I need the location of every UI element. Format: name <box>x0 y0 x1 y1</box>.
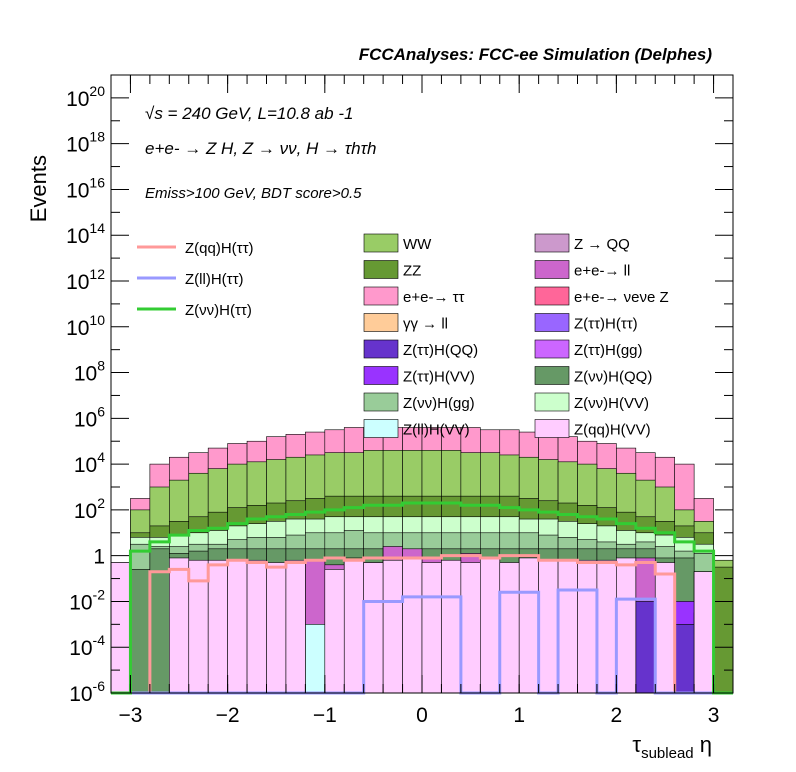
bar <box>616 557 637 694</box>
bar <box>635 601 656 694</box>
x-tick-label: −1 <box>313 704 337 727</box>
legend-label: WW <box>403 236 432 253</box>
bar <box>324 569 345 694</box>
annotation-cuts: Emiss>100 GeV, BDT score>0.5 <box>145 185 362 202</box>
legend-swatch <box>363 366 399 385</box>
bar <box>305 624 326 694</box>
legend-swatch <box>534 339 570 359</box>
legend-label: ZZ <box>403 263 421 280</box>
bar <box>480 557 501 694</box>
y-tick-label: 1020 <box>66 83 105 111</box>
bar <box>421 562 442 694</box>
y-tick-label: 10-2 <box>69 586 105 614</box>
y-tick-label: 1 <box>93 546 105 569</box>
y-tick-label: 102 <box>74 495 105 523</box>
x-tick-label: 3 <box>708 704 720 727</box>
bar <box>538 559 559 694</box>
x-tick-label: −2 <box>216 704 240 727</box>
legend-swatch <box>534 233 570 253</box>
bar <box>713 566 734 694</box>
legend-line-label: Z(ll)H(ττ) <box>185 271 244 288</box>
x-axis-label: τsublead η <box>632 732 712 762</box>
bar <box>693 571 714 694</box>
legend-label: Z(νν)H(QQ) <box>574 369 652 386</box>
annotation-process: e+e- → Z H, Z → νν, H → τhτh <box>145 139 376 158</box>
bar <box>227 559 248 694</box>
legend-label: Z(ττ)H(ττ) <box>574 316 638 333</box>
x-tick-label: 0 <box>416 704 428 727</box>
bar <box>402 557 423 694</box>
legend-label: e+e-→ νeνe Z <box>574 289 669 306</box>
legend-label: e+e-→ ττ <box>403 289 465 306</box>
legend-swatch <box>363 260 399 279</box>
bar <box>674 624 695 694</box>
legend-swatch <box>534 392 570 412</box>
legend-line-label: Z(qq)H(ττ) <box>185 240 254 257</box>
y-tick-label: 10-4 <box>69 632 105 660</box>
bar <box>246 559 267 694</box>
legend-swatch <box>534 313 570 332</box>
legend-swatch <box>534 260 570 279</box>
bar <box>499 562 520 694</box>
legend-swatch <box>363 313 399 332</box>
bar <box>363 562 384 694</box>
legend-swatch <box>363 419 399 438</box>
line-Z(νν)H(ττ) <box>111 501 733 695</box>
legend-swatch <box>534 419 570 438</box>
legend-line-label: Z(νν)H(ττ) <box>185 302 252 319</box>
legend-label: Z(qq)H(VV) <box>574 422 651 439</box>
y-tick-label: 1010 <box>66 312 105 340</box>
annotation-energy: √s = 240 GeV, L=10.8 ab -1 <box>145 104 353 123</box>
bar <box>266 562 287 694</box>
legend-label: Z(ll)H(VV) <box>403 422 470 439</box>
series-Z(qq)H(VV) <box>110 557 714 694</box>
legend-label: γγ → ll <box>403 316 448 333</box>
legend-label: Z(ττ)H(QQ) <box>403 342 478 359</box>
legend-swatch <box>534 286 570 306</box>
bar <box>557 559 578 694</box>
y-axis-label: Events <box>26 155 51 222</box>
y-tick-label: 106 <box>74 403 105 431</box>
bar <box>654 562 675 694</box>
stacked-bars <box>110 427 734 694</box>
axis-ticks: −3 −2 −1 0 1 2 3 10-6 10-4 10-2 1 102 104 106 108 1010 1… <box>66 74 734 727</box>
legend-label: Z(νν)H(VV) <box>574 395 649 412</box>
bar <box>130 569 151 694</box>
y-tick-label: 1016 <box>66 174 105 202</box>
bar <box>577 559 598 694</box>
bar <box>285 559 306 694</box>
legend-swatch <box>363 233 399 253</box>
legend-label: Z(ττ)H(gg) <box>574 342 643 359</box>
legend-swatch <box>363 392 399 412</box>
y-tick-label: 1018 <box>66 129 105 157</box>
y-tick-label: 10-6 <box>69 678 105 706</box>
legend-label: e+e-→ ll <box>574 263 630 280</box>
legend-label: Z → QQ <box>574 236 630 253</box>
legend-label: Z(ττ)H(VV) <box>403 369 475 386</box>
y-tick-label: 104 <box>74 449 105 477</box>
line-Z(qq)H(ττ) <box>111 554 733 695</box>
bar <box>169 557 190 694</box>
y-tick-label: 1014 <box>66 220 105 248</box>
y-tick-label: 1012 <box>66 266 105 294</box>
legend-swatch <box>363 286 399 306</box>
bar <box>441 559 462 694</box>
bar <box>207 559 228 694</box>
bar <box>382 559 403 694</box>
chart-title: FCCAnalyses: FCC-ee Simulation (Delphes) <box>359 45 713 64</box>
legend-swatch <box>534 366 570 385</box>
y-tick-label: 108 <box>74 358 105 386</box>
bar <box>343 559 364 694</box>
x-tick-label: 2 <box>611 704 623 727</box>
bar <box>460 562 481 694</box>
legend-swatch <box>363 339 399 359</box>
bar <box>596 559 617 694</box>
bar <box>110 562 131 694</box>
bar <box>518 557 539 694</box>
legend-label: Z(νν)H(gg) <box>403 395 475 412</box>
x-tick-label: −3 <box>118 704 142 727</box>
x-tick-label: 1 <box>513 704 525 727</box>
legend: Z(qq)H(ττ) Z(ll)H(ττ) Z(νν)H(ττ) WW ZZ e+e-→ … <box>137 233 669 439</box>
